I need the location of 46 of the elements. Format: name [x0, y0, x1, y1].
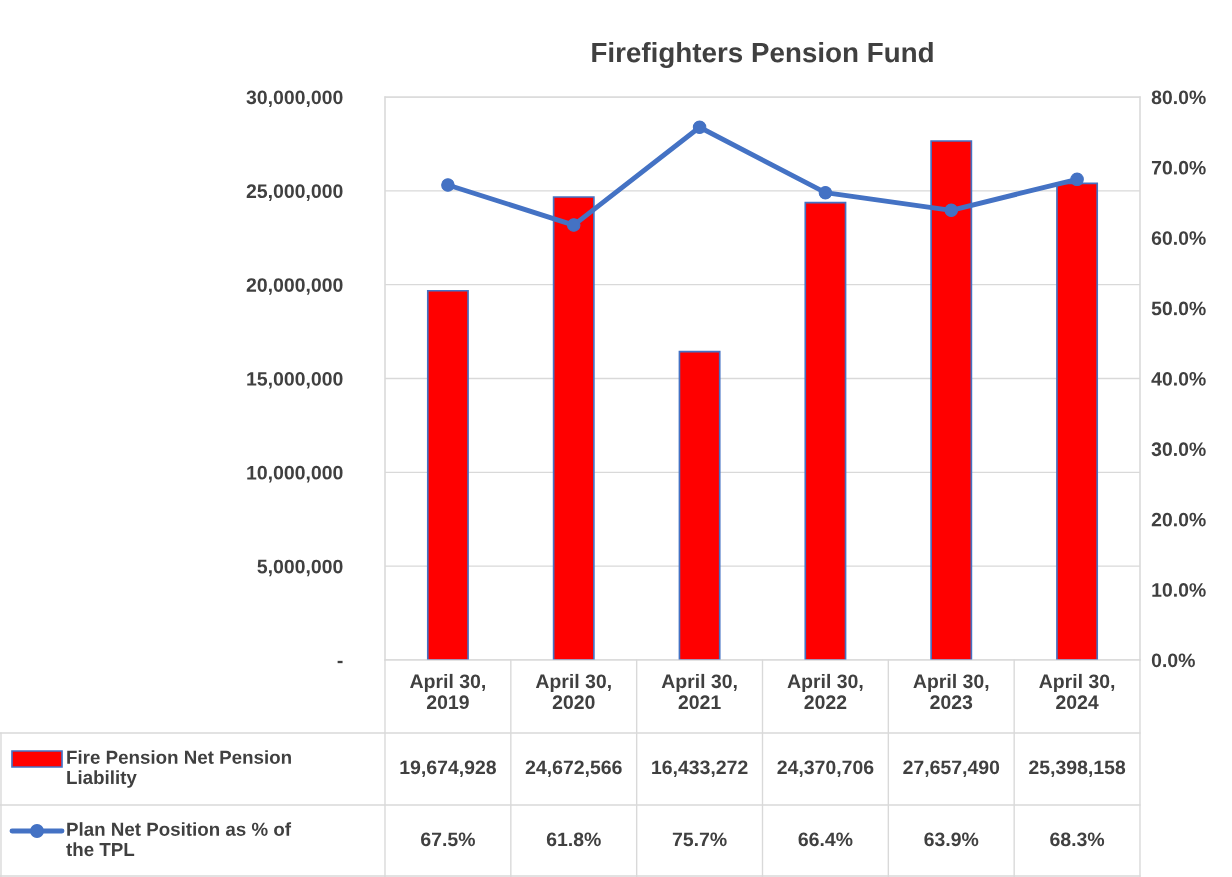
x-tick-label: April 30, 2021 [661, 673, 737, 710]
y2-tick-label: 10.0% [1152, 583, 1206, 597]
y2-tick-label: 60.0% [1151, 231, 1206, 245]
bar [804, 201, 847, 660]
legend-label: Fire Pension Net Pension Liability [67, 750, 291, 788]
y2-tick-label: 0.0% [1151, 653, 1195, 668]
y2-tick-label: 70.0% [1151, 160, 1206, 175]
x-tick-label: April 30, 2019 [410, 673, 485, 710]
y2-tick-label: 40.0% [1151, 371, 1206, 386]
y-tick-label: 30,000,000 [246, 90, 343, 108]
data-label: 19,674,928 [400, 760, 496, 778]
data-label: 75.7% [672, 832, 727, 847]
chart-title: Firefighters Pension Fund [592, 41, 933, 69]
point [818, 185, 833, 200]
data-label: 24,370,706 [777, 760, 874, 778]
point [1070, 172, 1084, 187]
data-label: 68.3% [1050, 832, 1105, 847]
y2-tick-label: 30.0% [1151, 442, 1206, 457]
bar [426, 289, 469, 660]
y-tick-label: 15,000,000 [247, 371, 343, 389]
data-label: 67.5% [421, 832, 475, 847]
y-tick-label: 25,000,000 [246, 184, 343, 201]
x-tick-label: April 30, 2024 [1039, 673, 1115, 710]
data-label: 27,657,490 [903, 760, 1000, 778]
x-tick-label: April 30, 2022 [787, 673, 863, 710]
legend-label: Plan Net Position as % of the TPL [66, 822, 292, 857]
y-tick-label: - [337, 660, 343, 664]
data-label: 63.9% [924, 832, 979, 847]
y-tick-label: 10,000,000 [247, 465, 343, 483]
bar [678, 350, 721, 660]
data-label: 24,672,566 [525, 760, 622, 778]
data-label: 25,398,158 [1029, 760, 1126, 778]
point [566, 218, 581, 232]
data-label: 66.4% [798, 832, 853, 847]
y2-tick-label: 80.0% [1151, 90, 1206, 105]
x-tick-label: April 30, 2023 [913, 673, 989, 710]
x-tick-label: April 30, 2020 [535, 673, 611, 710]
point [441, 178, 455, 192]
y-tick-label: 20,000,000 [246, 278, 343, 295]
data-label: 61.8% [546, 832, 601, 847]
point [692, 120, 707, 135]
data-label: 16,433,272 [652, 760, 748, 778]
point [944, 203, 959, 218]
y2-tick-label: 50.0% [1151, 301, 1206, 316]
y2-tick-label: 20.0% [1151, 512, 1206, 527]
y-tick-label: 5,000,000 [257, 559, 343, 577]
